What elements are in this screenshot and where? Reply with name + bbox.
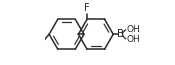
Text: F: F: [84, 3, 90, 13]
Text: OH: OH: [127, 25, 140, 34]
Text: B: B: [117, 29, 124, 39]
Text: OH: OH: [127, 35, 140, 44]
